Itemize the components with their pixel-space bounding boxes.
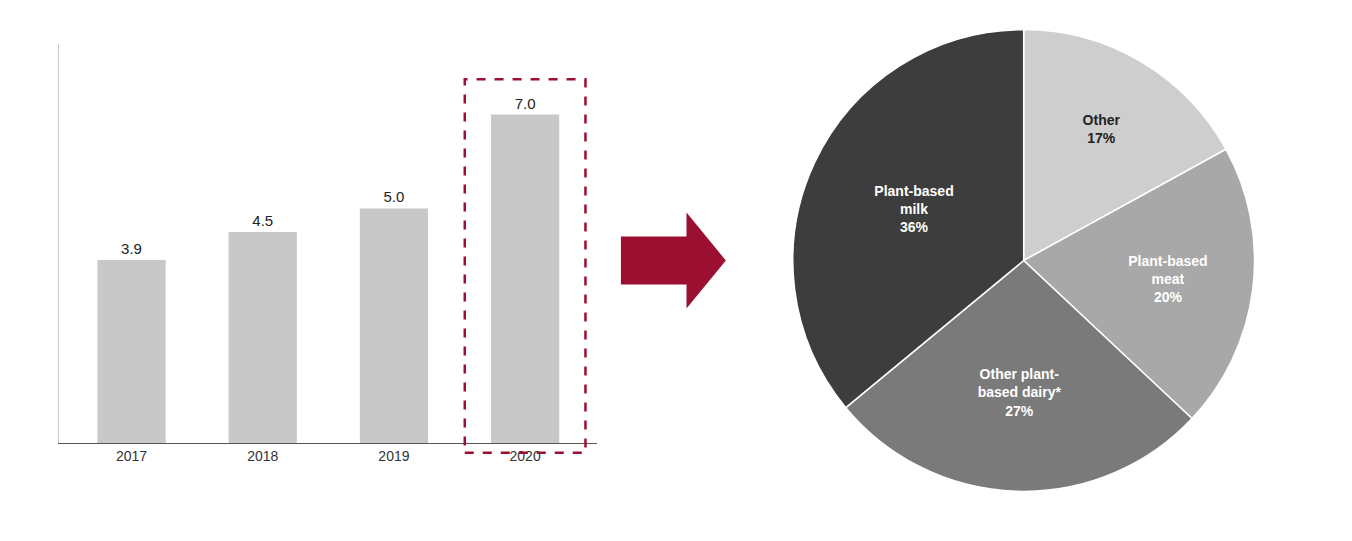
svg-text:4.5: 4.5: [252, 212, 273, 229]
svg-text:Plant-basedmilk36%: Plant-basedmilk36%: [874, 183, 953, 235]
svg-text:5.0: 5.0: [383, 188, 404, 205]
svg-text:7.0: 7.0: [515, 95, 536, 112]
svg-text:Other plant-based dairy*27%: Other plant-based dairy*27%: [978, 366, 1062, 418]
svg-text:2020: 2020: [510, 448, 541, 464]
svg-text:2019: 2019: [378, 448, 409, 464]
svg-text:2018: 2018: [247, 448, 278, 464]
svg-text:3.9: 3.9: [121, 240, 142, 257]
svg-text:2017: 2017: [116, 448, 147, 464]
svg-text:Other17%: Other17%: [1083, 112, 1121, 146]
svg-text:Plant-basedmeat20%: Plant-basedmeat20%: [1128, 253, 1207, 305]
